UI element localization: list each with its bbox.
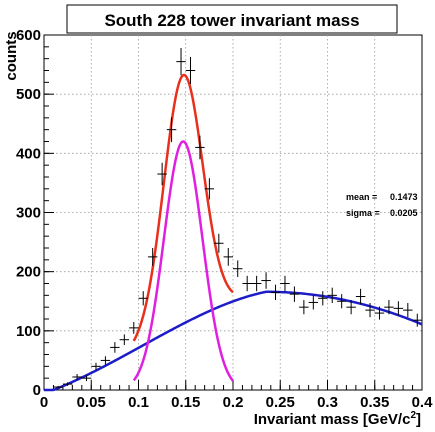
- x-tick-label: 0.3: [317, 394, 338, 411]
- x-tick-label: 0.35: [360, 394, 389, 411]
- x-tick-label: 0.2: [223, 394, 244, 411]
- fit-stats: mean = 0.1473 sigma = 0.0205: [346, 192, 418, 218]
- sigma-value: 0.0205: [390, 208, 418, 218]
- data-point: [336, 294, 347, 309]
- data-points: [53, 48, 422, 389]
- x-tick-label: 0.05: [77, 394, 106, 411]
- data-point: [384, 300, 394, 315]
- data-point: [365, 303, 375, 318]
- data-point: [346, 300, 356, 315]
- data-point: [393, 301, 404, 316]
- y-tick-label: 0: [33, 382, 41, 399]
- data-point: [308, 295, 319, 310]
- title-box: [66, 4, 398, 34]
- data-point: [261, 272, 271, 289]
- data-point: [195, 135, 205, 160]
- data-point: [119, 334, 130, 346]
- data-point: [355, 288, 366, 305]
- data-point: [242, 275, 252, 292]
- data-point: [62, 382, 73, 386]
- y-tick-label: 100: [16, 323, 41, 340]
- data-point: [214, 233, 224, 253]
- data-point: [374, 306, 385, 320]
- data-point: [129, 321, 139, 334]
- data-point: [299, 300, 309, 315]
- total-fit-curve: [132, 73, 234, 342]
- y-tick-label: 400: [16, 145, 41, 162]
- data-point: [91, 362, 101, 370]
- data-point: [270, 284, 281, 301]
- data-point: [318, 291, 328, 306]
- data-point: [403, 303, 413, 318]
- y-tick-label: 500: [16, 86, 41, 103]
- data-point: [204, 178, 215, 200]
- data-point: [327, 287, 337, 304]
- data-point: [157, 162, 167, 186]
- data-point: [289, 286, 300, 302]
- y-axis-label: counts: [3, 31, 20, 80]
- data-point: [223, 248, 233, 266]
- data-point: [138, 291, 148, 306]
- data-point: [176, 48, 186, 76]
- axes: [43, 34, 423, 391]
- chart-title: South 228 tower invariant mass: [104, 11, 359, 30]
- data-point: [100, 356, 111, 365]
- data-point: [185, 56, 196, 85]
- signal-fit-curve: [132, 140, 234, 382]
- x-tick-label: 0: [40, 394, 48, 411]
- x-tick-label: 0.25: [266, 394, 295, 411]
- x-tick-label: 0.1: [128, 394, 149, 411]
- data-point: [53, 385, 63, 389]
- x-axis-label-main: Invariant mass [GeV/c: [254, 411, 411, 428]
- sigma-label: sigma =: [346, 208, 380, 218]
- data-point: [72, 374, 82, 380]
- y-tick-label: 600: [16, 27, 41, 44]
- y-tick-labels: 0 100 200 300 400 500 600: [16, 27, 41, 399]
- mean-label: mean =: [346, 192, 377, 202]
- y-tick-label: 300: [16, 205, 41, 222]
- x-tick-label: 0.4: [412, 394, 434, 411]
- data-point: [81, 375, 92, 382]
- data-point: [412, 313, 422, 327]
- data-point: [233, 260, 243, 277]
- x-tick-label: 0.15: [171, 394, 200, 411]
- data-point: [147, 248, 158, 266]
- y-tick-label: 200: [16, 264, 41, 281]
- data-point: [110, 342, 120, 353]
- fit-curves: [44, 73, 423, 392]
- mean-value: 0.1473: [390, 192, 418, 202]
- data-point: [280, 275, 290, 292]
- x-tick-labels: 0 0.05 0.1 0.15 0.2 0.25 0.3 0.35 0.4: [40, 394, 433, 411]
- data-point: [166, 117, 177, 143]
- x-axis-label: Invariant mass [GeV/c2]: [254, 410, 421, 428]
- background-fit-curve: [44, 290, 423, 392]
- x-axis-label-close: ]: [416, 411, 421, 428]
- x-axis-label-superscript: 2: [410, 410, 416, 421]
- grid: [44, 35, 422, 390]
- data-point: [251, 275, 262, 292]
